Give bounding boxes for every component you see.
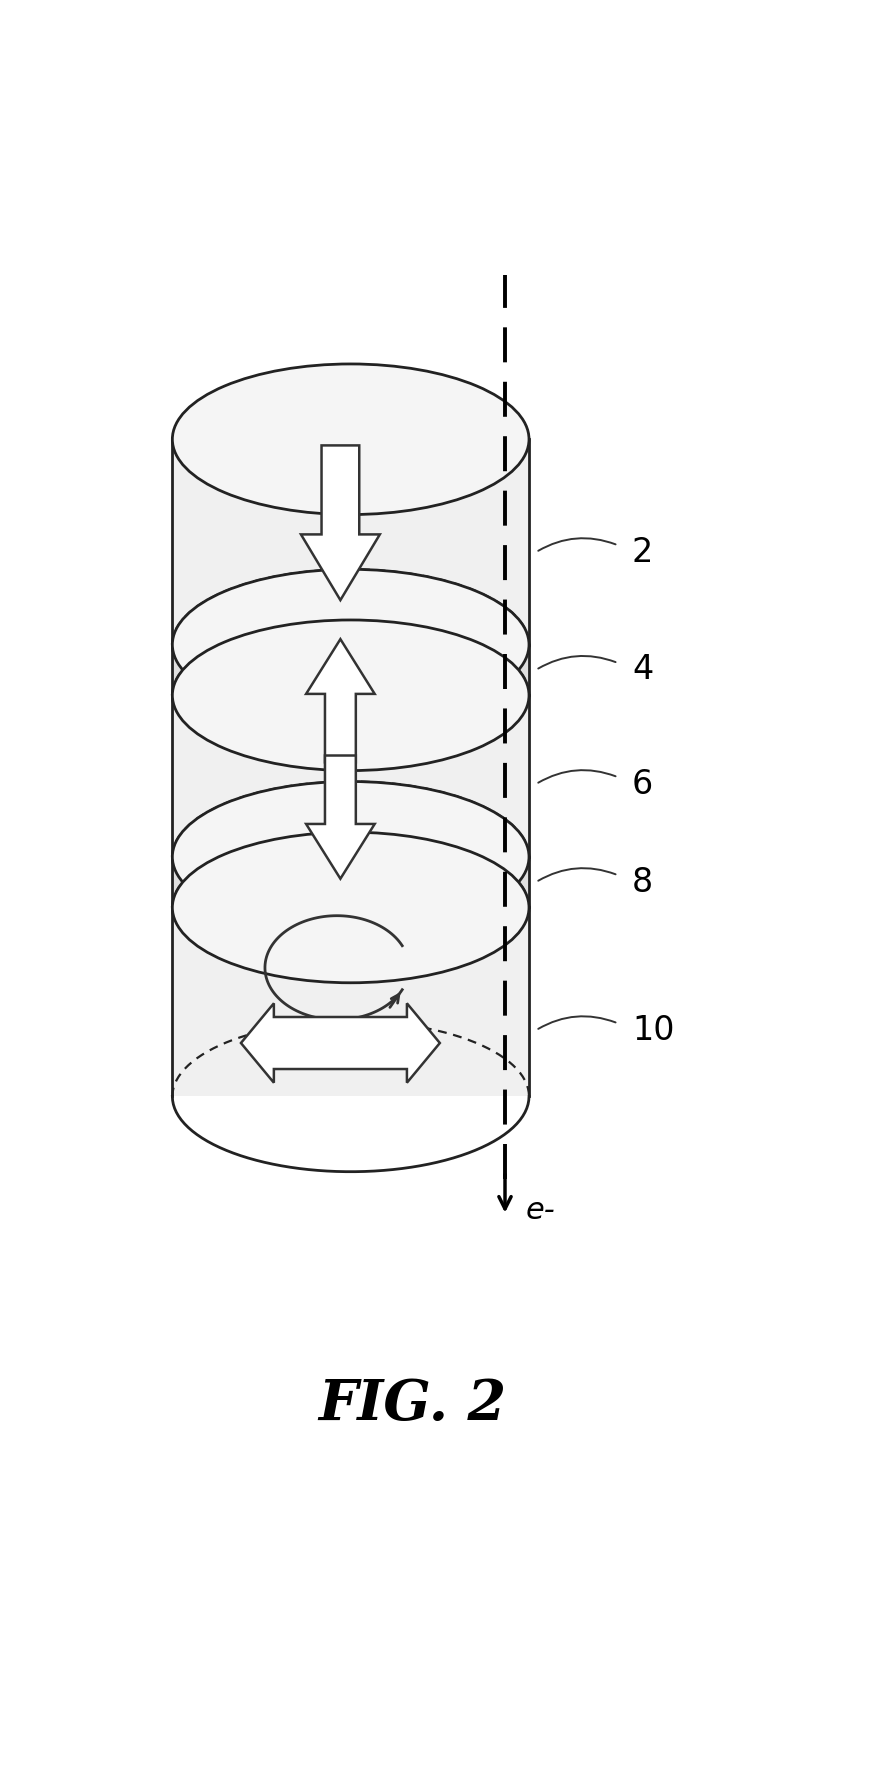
- Text: 4: 4: [632, 654, 653, 686]
- Text: 6: 6: [632, 768, 653, 800]
- Polygon shape: [241, 1003, 440, 1083]
- Ellipse shape: [173, 621, 529, 770]
- Polygon shape: [306, 638, 374, 763]
- Polygon shape: [173, 695, 529, 857]
- Polygon shape: [301, 446, 380, 601]
- Polygon shape: [173, 907, 529, 1097]
- Ellipse shape: [173, 832, 529, 983]
- Ellipse shape: [173, 782, 529, 932]
- Text: 2: 2: [632, 535, 653, 569]
- Polygon shape: [173, 439, 529, 645]
- Polygon shape: [306, 756, 374, 878]
- Polygon shape: [173, 857, 529, 907]
- Polygon shape: [173, 645, 529, 695]
- Text: 10: 10: [632, 1013, 674, 1047]
- Text: e-: e-: [526, 1195, 555, 1225]
- Ellipse shape: [173, 364, 529, 514]
- Text: FIG. 2: FIG. 2: [319, 1376, 506, 1431]
- Ellipse shape: [173, 569, 529, 720]
- Text: 8: 8: [632, 866, 653, 898]
